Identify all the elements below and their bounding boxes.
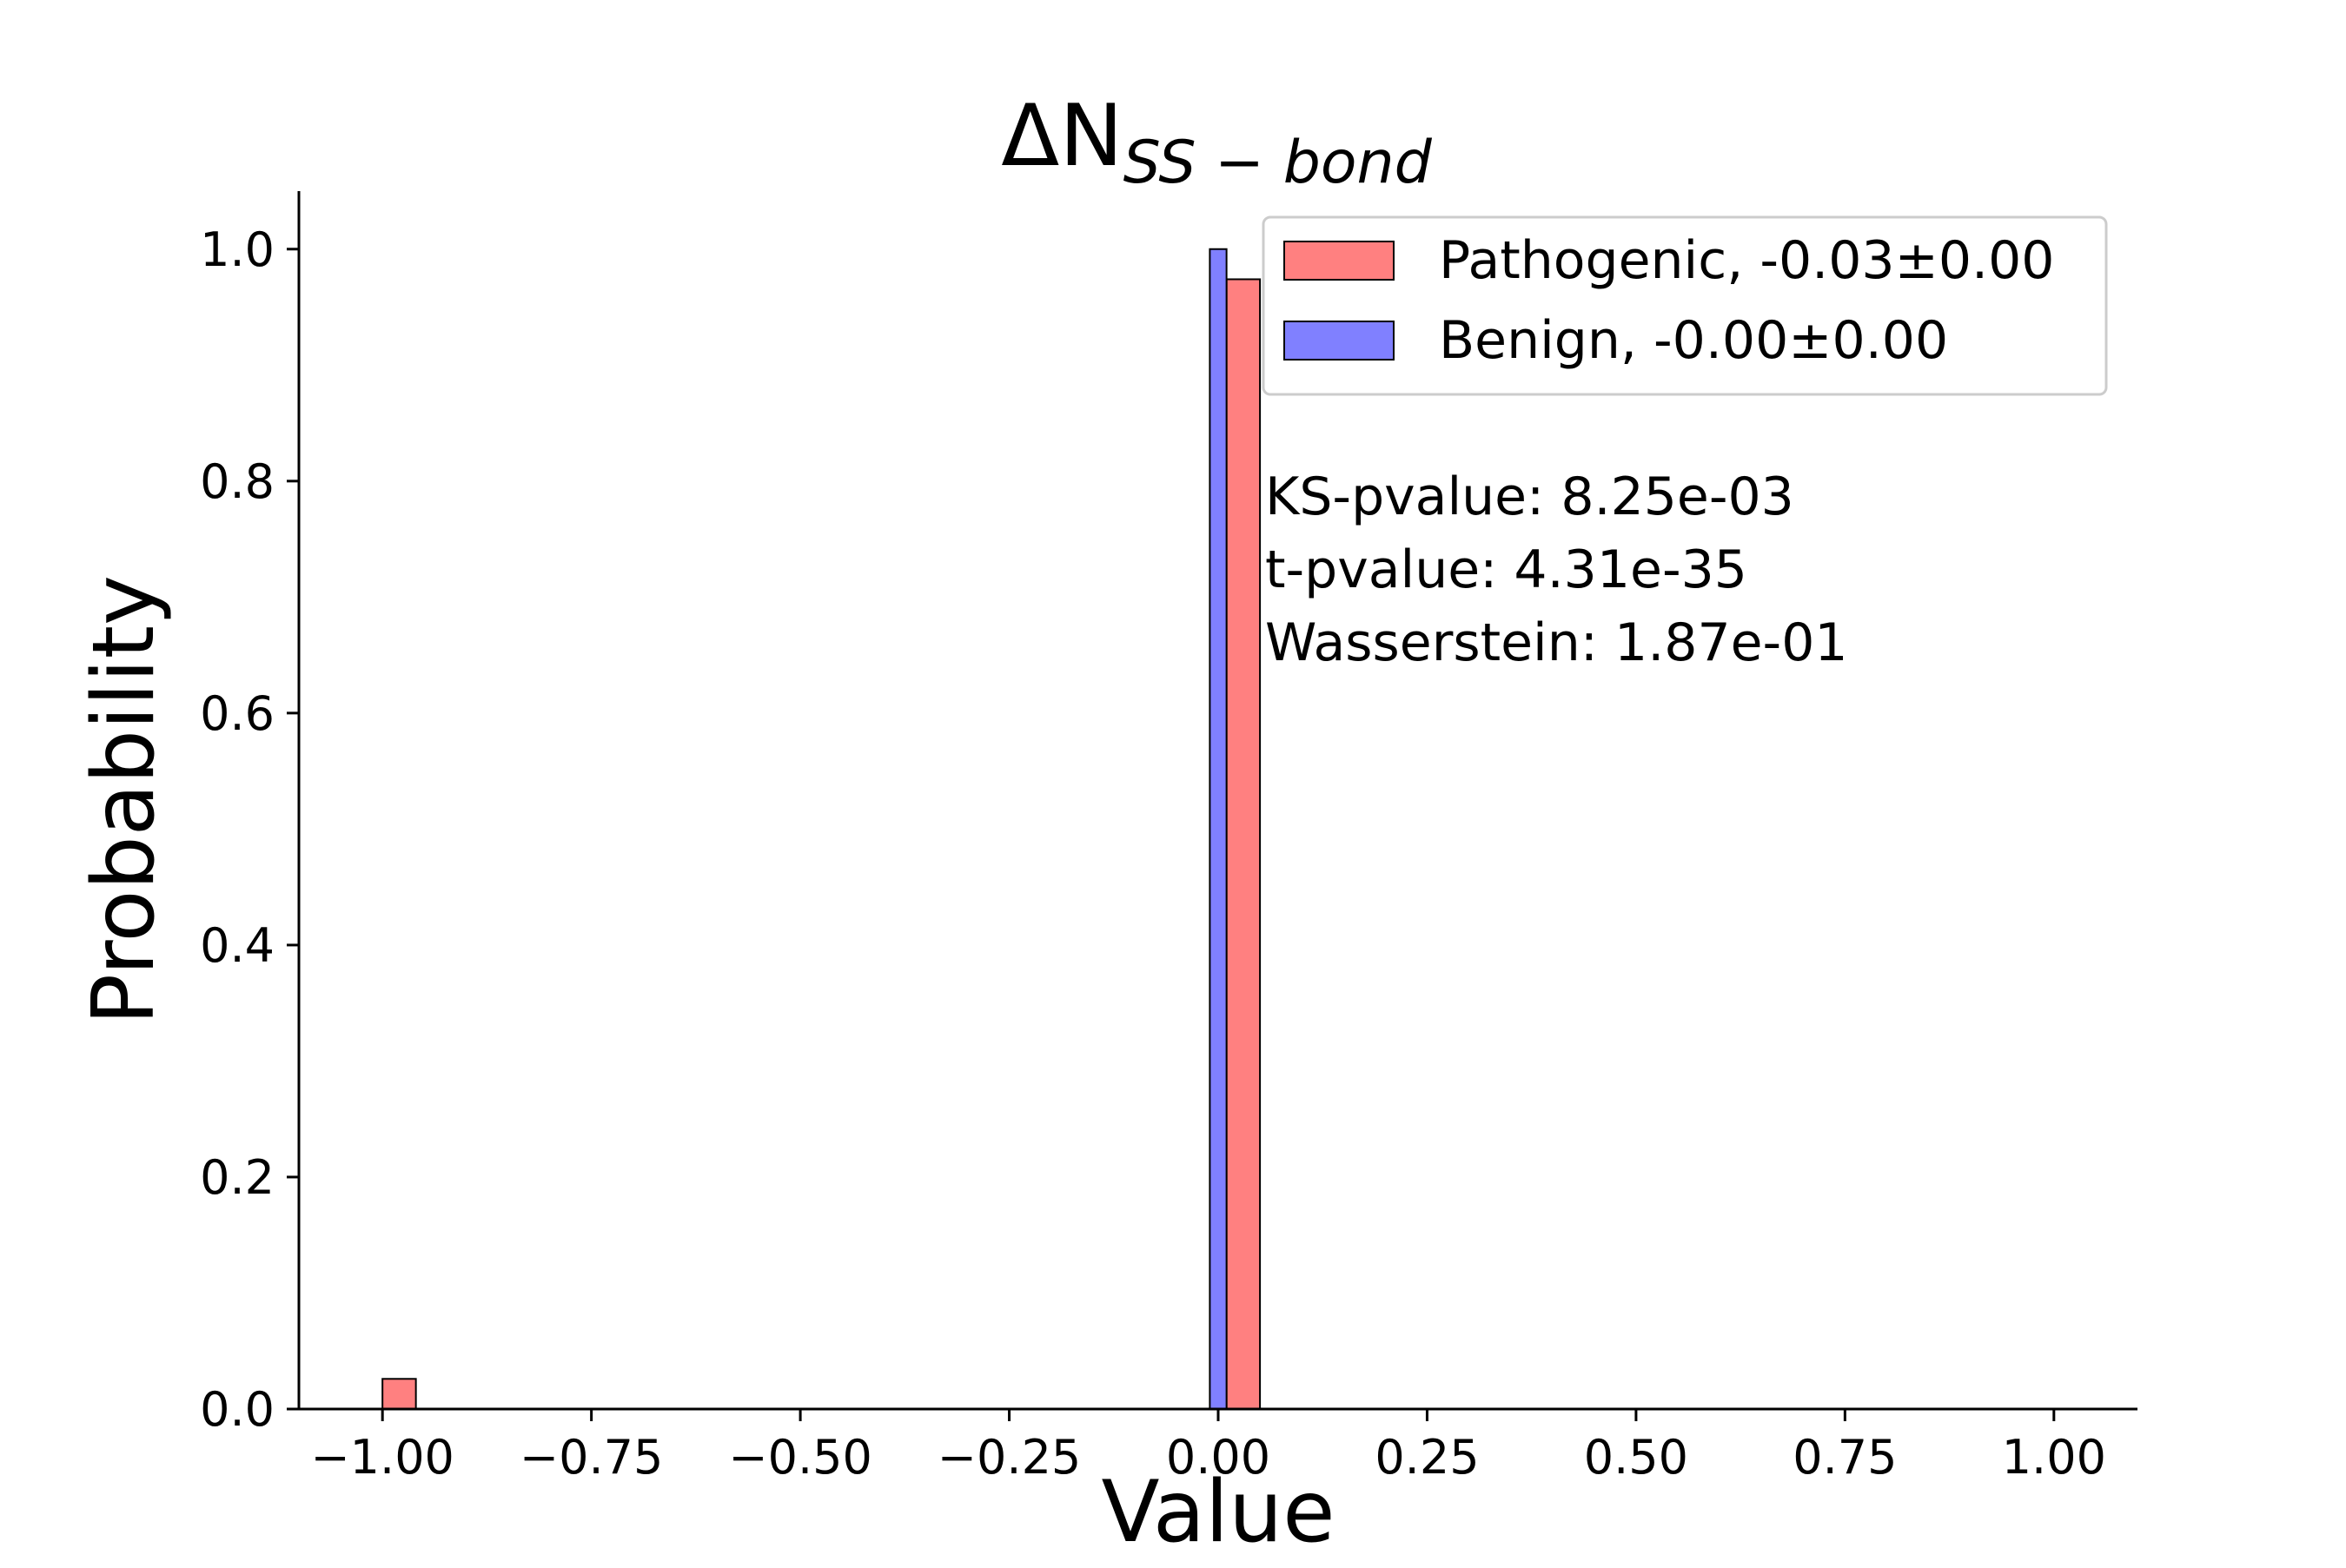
- legend-label-benign: Benign, -0.00±0.00: [1439, 310, 1948, 371]
- x-tick-label: 0.25: [1375, 1430, 1479, 1485]
- x-tick-label: 1.00: [2002, 1430, 2106, 1485]
- legend-swatch-benign: [1283, 321, 1395, 361]
- x-tick-label: 0.50: [1584, 1430, 1688, 1485]
- bars-layer: [381, 248, 1262, 1411]
- y-tick-label: 1.0: [200, 222, 275, 277]
- annotation-wasserstein: Wasserstein: 1.87e-01: [1265, 612, 1848, 673]
- chart-title: ΔNSS − bond: [1001, 87, 1432, 197]
- legend-frame: [1262, 215, 2108, 396]
- bar-benign-0: [1209, 248, 1228, 1410]
- legend-swatch-pathogenic: [1283, 241, 1395, 281]
- chart-title-main: ΔN: [1001, 87, 1123, 186]
- x-tick-label: 0.00: [1166, 1430, 1270, 1485]
- y-tick-label: 0.2: [200, 1150, 275, 1205]
- x-tick-label: −0.50: [728, 1430, 871, 1485]
- y-axis-label: Probability: [75, 575, 174, 1025]
- y-tick-label: 0.0: [200, 1382, 275, 1437]
- x-ticks-layer: −1.00 −0.75 −0.50 −0.25 0.00 0.25 0.50 0.75 1.00: [310, 1409, 2106, 1485]
- x-tick-label: −0.25: [938, 1430, 1081, 1485]
- y-tick-label: 0.8: [200, 454, 275, 509]
- legend: Pathogenic, -0.03±0.00 Benign, -0.00±0.0…: [1262, 215, 2108, 396]
- stats-annotation: KS-pvalue: 8.25e-03 t-pvalue: 4.31e-35 W…: [1265, 466, 1848, 673]
- y-ticks-layer: 0.0 0.2 0.4 0.6 0.8 1.0: [200, 222, 299, 1437]
- bar-pathogenic-0: [381, 1378, 417, 1411]
- y-tick-label: 0.6: [200, 686, 275, 741]
- x-axis-label: Value: [1101, 1463, 1335, 1562]
- annotation-ks-pvalue: KS-pvalue: 8.25e-03: [1265, 466, 1794, 527]
- annotation-t-pvalue: t-pvalue: 4.31e-35: [1265, 539, 1747, 600]
- x-tick-label: −1.00: [310, 1430, 454, 1485]
- legend-label-pathogenic: Pathogenic, -0.03±0.00: [1439, 230, 2054, 291]
- chart-title-subscript: SS − bond: [1123, 129, 1433, 197]
- bar-pathogenic-1: [1225, 278, 1262, 1410]
- y-tick-label: 0.4: [200, 918, 275, 973]
- x-tick-label: 0.75: [1793, 1430, 1897, 1485]
- x-tick-label: −0.75: [520, 1430, 663, 1485]
